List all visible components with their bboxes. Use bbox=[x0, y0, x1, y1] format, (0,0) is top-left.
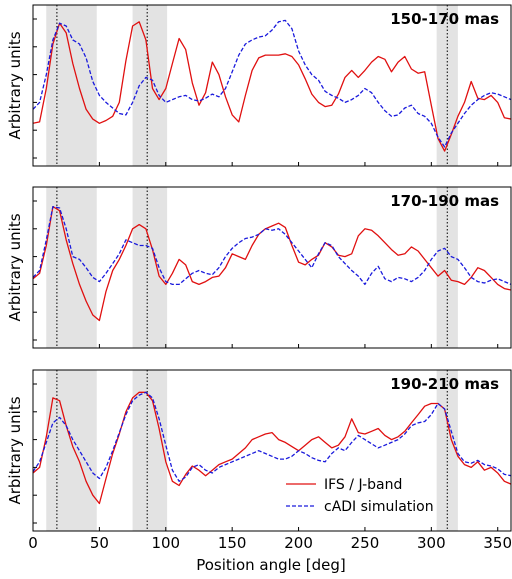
panel-2: 170-190 mas Arbitrary units bbox=[6, 186, 512, 349]
y-axis-label: Arbitrary units bbox=[6, 31, 24, 139]
y-axis-label: Arbitrary units bbox=[6, 213, 24, 321]
x-tick-label: 200 bbox=[284, 534, 313, 552]
panel-title: 150-170 mas bbox=[390, 10, 499, 28]
x-axis-label: Position angle [deg] bbox=[196, 556, 346, 574]
shaded-region-2 bbox=[132, 187, 168, 348]
x-tick-label: 300 bbox=[417, 534, 446, 552]
x-tick-label: 0 bbox=[28, 534, 38, 552]
x-tick-label: 250 bbox=[351, 534, 380, 552]
shaded-region-1 bbox=[46, 187, 97, 348]
series-line-ifs bbox=[33, 205, 511, 322]
panels-group: 150-170 mas Arbitrary units 170-190 mas Arb… bbox=[6, 4, 512, 552]
panel-title: 190-210 mas bbox=[390, 375, 499, 393]
x-tick-label: 150 bbox=[218, 534, 247, 552]
shaded-region-1 bbox=[46, 5, 97, 166]
legend-label-2: cADI simulation bbox=[324, 499, 434, 515]
panel-title: 170-190 mas bbox=[390, 192, 499, 210]
panel-frame bbox=[32, 4, 512, 167]
legend-label-1: IFS / J-band bbox=[324, 477, 402, 493]
series-line-cadi bbox=[33, 205, 511, 286]
panel-1: 150-170 mas Arbitrary units bbox=[6, 4, 512, 167]
panel-3: 0 50 100 150 200 250 300 350 190-210 mas Arbitrar… bbox=[6, 369, 512, 552]
x-tick-label: 50 bbox=[90, 534, 109, 552]
shaded-region-1 bbox=[46, 370, 97, 531]
x-tick-label: 100 bbox=[151, 534, 180, 552]
shaded-region-2 bbox=[132, 5, 168, 166]
panel-frame bbox=[32, 186, 512, 349]
series-line-cadi bbox=[33, 19, 511, 148]
panel-frame bbox=[32, 369, 512, 532]
y-axis-label: Arbitrary units bbox=[6, 396, 24, 504]
series-line-cadi bbox=[33, 391, 511, 482]
series-line-ifs bbox=[33, 21, 511, 152]
legend: IFS / J-band cADI simulation bbox=[286, 477, 434, 515]
series-line-ifs bbox=[33, 391, 511, 505]
x-tick-label: 350 bbox=[483, 534, 512, 552]
